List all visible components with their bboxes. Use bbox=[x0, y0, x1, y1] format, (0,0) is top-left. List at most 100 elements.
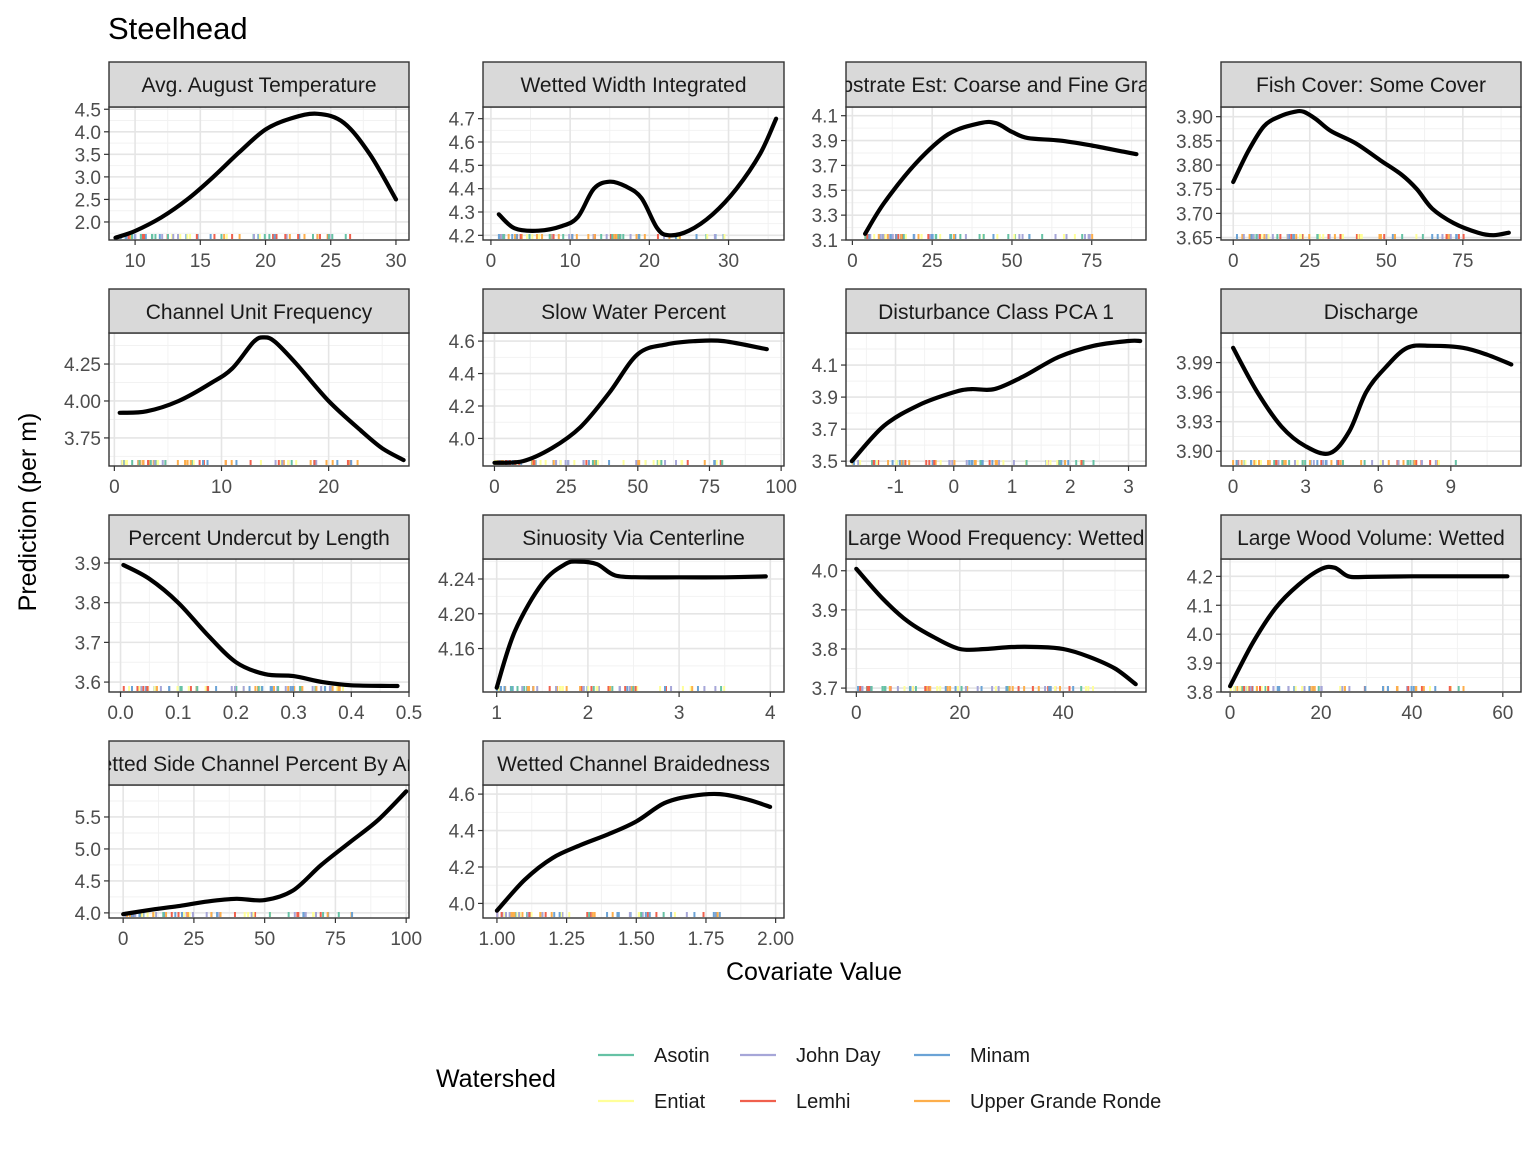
facet-strip-label: Wetted Width Integrated bbox=[520, 74, 746, 97]
y-tick-label: 4.4 bbox=[449, 180, 476, 201]
x-tick-label: 25 bbox=[922, 251, 943, 272]
x-tick-label: 75 bbox=[699, 477, 720, 498]
panel-data bbox=[494, 791, 773, 917]
y-tick-label: 4.1 bbox=[812, 107, 838, 128]
x-tick-label: 0 bbox=[109, 477, 120, 498]
y-tick-label: 4.20 bbox=[438, 605, 475, 626]
facet-strip-label: Avg. August Temperature bbox=[141, 74, 376, 97]
facet-strip bbox=[845, 288, 1147, 334]
x-tick-label: 0 bbox=[1228, 477, 1239, 498]
y-tick-label: 3.90 bbox=[1176, 442, 1213, 463]
series-line bbox=[1231, 108, 1511, 238]
x-axis-title: Covariate Value bbox=[726, 958, 902, 986]
facet-strip bbox=[845, 61, 1147, 108]
x-tick-label: 9 bbox=[1446, 477, 1457, 498]
facet-panel: 0 20 40 60 3.8 3.9 4.0 4.1 4.2 Large Wood Volume:… bbox=[1187, 514, 1522, 724]
panel-data bbox=[121, 789, 409, 917]
panel-data bbox=[1231, 343, 1514, 465]
y-tick-label: 5.5 bbox=[75, 808, 101, 829]
legend-item: Asotin bbox=[598, 1045, 710, 1067]
x-tick-label: 20 bbox=[949, 703, 970, 724]
x-tick-label: 75 bbox=[1452, 251, 1473, 272]
series-line bbox=[113, 111, 399, 240]
series-line bbox=[117, 335, 406, 463]
y-tick-label: 3.85 bbox=[1176, 132, 1213, 153]
x-tick-label: 0.5 bbox=[396, 703, 422, 724]
facet-strip-label: Large Wood Frequency: Wetted bbox=[848, 527, 1145, 550]
x-tick-label: 0 bbox=[948, 477, 959, 498]
panel-data bbox=[496, 116, 779, 239]
x-tick-label: 6 bbox=[1373, 477, 1384, 498]
x-tick-label: 50 bbox=[1001, 251, 1022, 272]
y-tick-label: 4.6 bbox=[449, 785, 475, 806]
y-tick-label: 4.2 bbox=[1187, 567, 1213, 588]
y-tick-label: 4.4 bbox=[449, 365, 476, 386]
facet-strip-label: Wetted Side Channel Percent By Area bbox=[81, 753, 437, 776]
y-tick-label: 4.1 bbox=[812, 356, 838, 377]
x-tick-label: 2.00 bbox=[757, 929, 794, 950]
panel-background bbox=[109, 785, 409, 918]
y-tick-label: 3.5 bbox=[812, 452, 838, 473]
facet-panel: 0.0 0.1 0.2 0.3 0.4 0.5 3.6 3.7 3.8 3.9 Percent Un… bbox=[75, 514, 422, 724]
facet-strip-label: Channel Unit Frequency bbox=[146, 301, 373, 324]
legend-item: Upper Grande Ronde bbox=[914, 1091, 1161, 1113]
x-tick-label: 75 bbox=[1081, 251, 1102, 272]
y-tick-label: 3.9 bbox=[812, 601, 838, 622]
legend-label: Asotin bbox=[654, 1045, 710, 1067]
x-tick-label: 1.00 bbox=[478, 929, 515, 950]
y-tick-label: 3.7 bbox=[812, 420, 838, 441]
x-tick-label: 25 bbox=[320, 251, 341, 272]
y-tick-label: 4.7 bbox=[449, 110, 475, 131]
facet-strip bbox=[482, 61, 785, 108]
y-tick-label: 3.9 bbox=[75, 554, 101, 575]
facet-strip-label: Percent Undercut by Length bbox=[128, 527, 390, 550]
y-tick-label: 4.1 bbox=[1187, 596, 1213, 617]
y-tick-label: 2.0 bbox=[75, 213, 101, 234]
x-tick-label: 3 bbox=[1123, 477, 1134, 498]
series-line bbox=[121, 789, 409, 917]
y-tick-label: 4.6 bbox=[449, 332, 475, 353]
series-line bbox=[121, 562, 400, 689]
y-tick-label: 3.7 bbox=[75, 633, 101, 654]
y-tick-label: 3.70 bbox=[1176, 204, 1213, 225]
facet-strip bbox=[108, 288, 410, 334]
y-tick-label: 4.5 bbox=[75, 872, 101, 893]
legend-label: Minam bbox=[970, 1045, 1030, 1067]
facet-panel: -1 0 1 2 3 3.5 3.7 3.9 4.1 Disturbance Class PCA … bbox=[812, 288, 1147, 498]
facet-strip-label: Fish Cover: Some Cover bbox=[1256, 74, 1486, 97]
y-tick-label: 4.0 bbox=[75, 904, 101, 925]
y-tick-label: 4.0 bbox=[449, 429, 475, 450]
x-tick-label: 100 bbox=[390, 929, 422, 950]
x-tick-label: 0 bbox=[1228, 251, 1239, 272]
legend: Watershed Asotin Entiat John Day Lemhi Minam… bbox=[436, 1045, 1161, 1113]
facet-strip bbox=[1220, 514, 1522, 560]
y-tick-label: 3.8 bbox=[75, 594, 101, 615]
x-tick-label: 40 bbox=[1401, 703, 1422, 724]
x-tick-label: 0 bbox=[486, 251, 497, 272]
x-tick-label: 0.3 bbox=[280, 703, 306, 724]
x-tick-label: 50 bbox=[254, 929, 275, 950]
panel-data bbox=[121, 562, 400, 691]
facet-panel: 0 25 50 75 100 4.0 4.2 4.4 4.6 Slow Water Percent bbox=[449, 288, 797, 498]
x-tick-label: 60 bbox=[1492, 703, 1513, 724]
panel-background bbox=[846, 559, 1146, 692]
y-tick-label: 4.0 bbox=[449, 894, 475, 915]
x-tick-label: 75 bbox=[325, 929, 346, 950]
x-tick-label: 20 bbox=[255, 251, 276, 272]
series-line bbox=[863, 119, 1139, 236]
legend-item: Entiat bbox=[598, 1091, 706, 1113]
x-tick-label: 2 bbox=[1065, 477, 1076, 498]
x-tick-label: 3 bbox=[674, 703, 685, 724]
y-tick-label: 3.7 bbox=[812, 156, 838, 177]
y-tick-label: 3.5 bbox=[812, 181, 838, 202]
facet-panel: 1 2 3 4 4.16 4.20 4.24 Sinuosity Via Centerline bbox=[438, 514, 785, 724]
x-tick-label: 20 bbox=[1310, 703, 1331, 724]
panel-background bbox=[109, 333, 409, 466]
facet-strip bbox=[1220, 288, 1522, 334]
facet-strip bbox=[482, 740, 785, 786]
facet-strip-label: Disturbance Class PCA 1 bbox=[878, 301, 1114, 324]
x-tick-label: 0.2 bbox=[223, 703, 249, 724]
panel-background bbox=[1221, 333, 1521, 466]
y-tick-label: 4.16 bbox=[438, 640, 475, 661]
facet-strip-label: Substrate Est: Coarse and Fine Gravel bbox=[816, 74, 1177, 97]
